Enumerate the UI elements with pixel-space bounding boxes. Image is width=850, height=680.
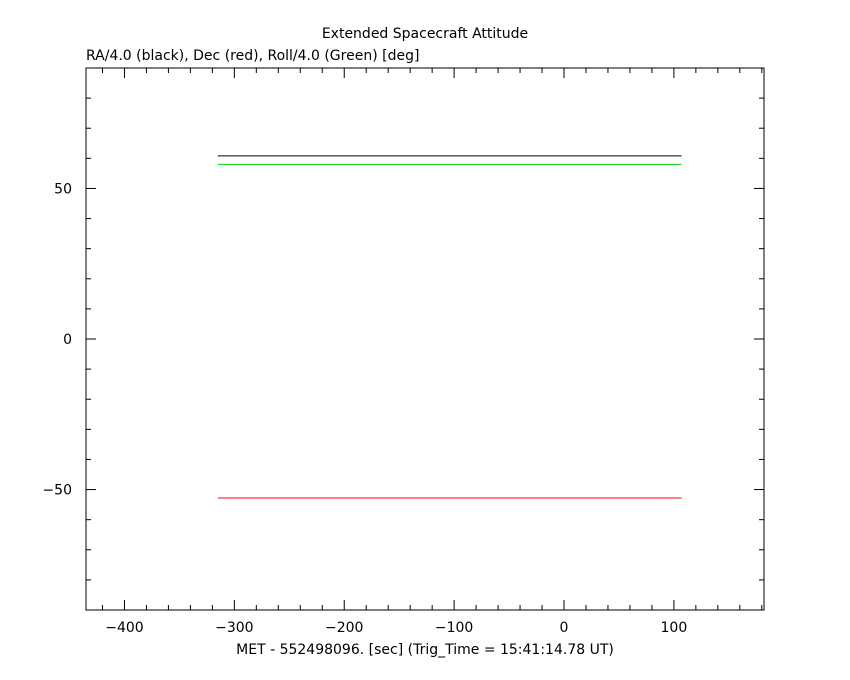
x-tick-label: −200 [325,620,363,636]
tick-labels: −400 −300 −200 −100 0 100 −50 0 50 [42,181,687,636]
plot-frame [85,67,765,611]
chart-subtitle: RA/4.0 (black), Dec (red), Roll/4.0 (Gre… [86,48,419,64]
minor-ticks [86,67,764,611]
chart-title: Extended Spacecraft Attitude [322,26,528,42]
series-lines [217,155,682,499]
y-tick-label: −50 [42,483,72,499]
x-tick-label: −400 [105,620,143,636]
major-ticks [86,68,764,610]
x-tick-label: −300 [215,620,253,636]
y-tick-label: 0 [63,332,72,348]
y-tick-label: 50 [54,181,72,197]
x-tick-label: 0 [560,620,569,636]
x-tick-label: 100 [661,620,688,636]
x-axis-label: MET - 552498096. [sec] (Trig_Time = 15:4… [236,642,614,658]
x-tick-label: −100 [435,620,473,636]
